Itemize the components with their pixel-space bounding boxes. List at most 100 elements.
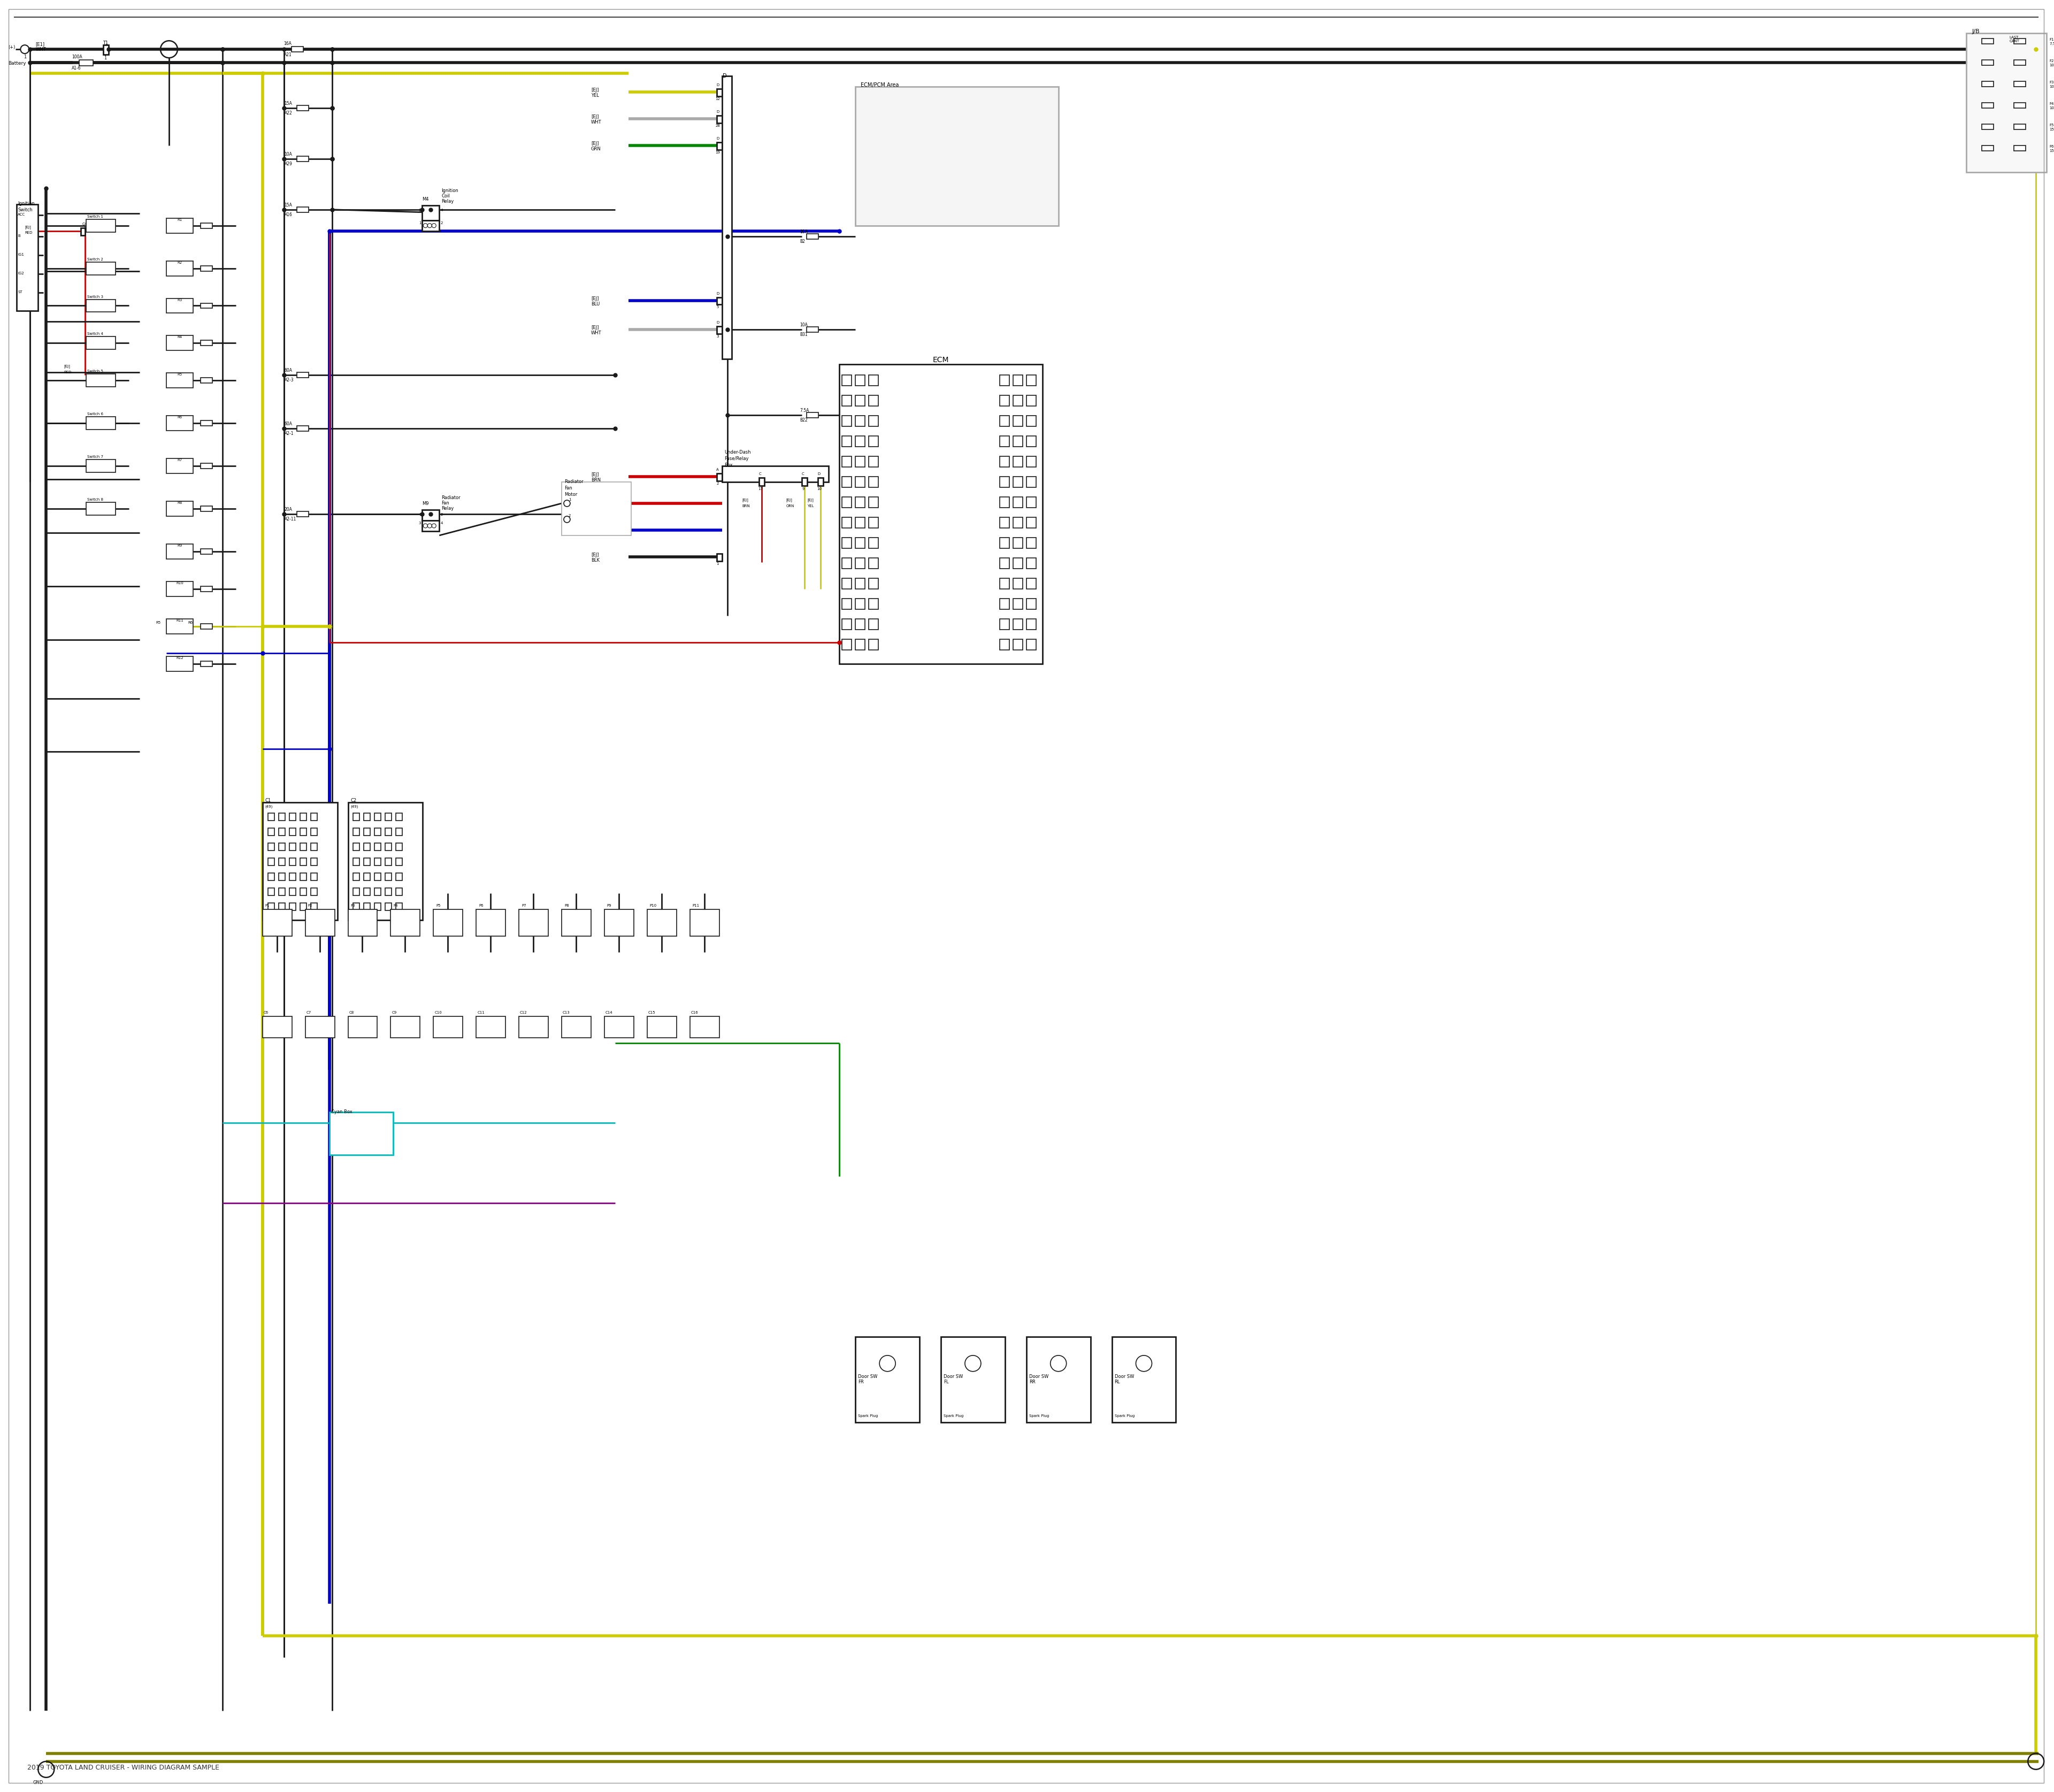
Bar xyxy=(807,412,820,418)
Bar xyxy=(201,340,212,346)
Bar xyxy=(1013,618,1023,629)
Text: RED: RED xyxy=(25,231,33,235)
Text: 4: 4 xyxy=(440,521,444,525)
Text: C: C xyxy=(760,473,762,475)
Text: YEL: YEL xyxy=(592,93,600,99)
Bar xyxy=(364,842,370,851)
Text: 1: 1 xyxy=(419,220,421,224)
Bar xyxy=(869,599,879,609)
Bar xyxy=(1027,416,1035,426)
Bar xyxy=(854,435,865,446)
Bar xyxy=(364,828,370,835)
Text: Motor: Motor xyxy=(565,493,577,496)
Bar xyxy=(1982,39,1994,45)
Bar xyxy=(386,889,392,896)
Text: 1: 1 xyxy=(419,513,421,516)
Text: R5: R5 xyxy=(156,620,160,624)
Bar xyxy=(290,903,296,910)
Text: A29: A29 xyxy=(283,161,292,167)
Bar xyxy=(1013,375,1023,385)
Bar xyxy=(721,75,731,358)
Bar xyxy=(1027,375,1035,385)
Bar xyxy=(869,640,879,650)
Bar xyxy=(386,842,392,851)
Bar xyxy=(353,814,359,821)
Bar xyxy=(1982,81,1994,86)
Bar xyxy=(290,873,296,880)
Text: P7: P7 xyxy=(522,903,526,907)
Text: C: C xyxy=(801,473,805,475)
Text: 1: 1 xyxy=(717,563,719,564)
Text: T1: T1 xyxy=(103,41,109,45)
Text: C9: C9 xyxy=(392,1011,396,1014)
Bar xyxy=(842,457,852,468)
Text: ECM/PCM Area: ECM/PCM Area xyxy=(861,82,900,88)
Text: 15A: 15A xyxy=(2050,149,2054,152)
Text: B31: B31 xyxy=(799,333,807,337)
Bar xyxy=(1013,579,1023,590)
Bar xyxy=(86,337,115,349)
Text: 19: 19 xyxy=(715,151,721,154)
Bar xyxy=(1000,496,1009,507)
Bar xyxy=(386,814,392,821)
Text: D: D xyxy=(723,73,727,79)
Bar xyxy=(396,889,403,896)
Text: 10: 10 xyxy=(817,487,822,491)
Bar xyxy=(86,299,115,312)
Bar xyxy=(1982,145,1994,151)
Bar xyxy=(166,656,193,670)
Bar xyxy=(842,518,852,529)
Bar xyxy=(353,842,359,851)
Bar xyxy=(86,375,115,387)
Bar xyxy=(1000,557,1009,568)
Bar xyxy=(869,396,879,407)
Bar xyxy=(1000,375,1009,385)
Bar xyxy=(279,828,286,835)
Bar xyxy=(520,909,548,935)
Bar xyxy=(2015,39,2025,45)
Bar xyxy=(201,548,212,554)
Bar xyxy=(290,828,296,835)
Text: 2: 2 xyxy=(717,482,719,486)
Text: P1: P1 xyxy=(265,903,269,907)
Bar xyxy=(201,586,212,591)
Text: R6: R6 xyxy=(187,620,193,624)
Bar xyxy=(290,889,296,896)
Text: Spark Plug: Spark Plug xyxy=(859,1414,877,1417)
Bar xyxy=(842,538,852,548)
Bar xyxy=(1027,477,1035,487)
Bar xyxy=(347,803,423,919)
Bar xyxy=(760,478,764,486)
Text: C12: C12 xyxy=(520,1011,528,1014)
Bar xyxy=(267,814,275,821)
Bar xyxy=(842,579,852,590)
Text: P9: P9 xyxy=(608,903,612,907)
Text: YEL: YEL xyxy=(2017,48,2023,50)
Text: D: D xyxy=(717,321,719,324)
Bar xyxy=(201,222,212,228)
Text: Cyan Box: Cyan Box xyxy=(331,1109,351,1115)
Bar xyxy=(300,858,306,866)
Bar xyxy=(290,842,296,851)
Bar xyxy=(807,328,820,333)
Bar xyxy=(364,814,370,821)
Bar xyxy=(1013,416,1023,426)
Text: YEL: YEL xyxy=(807,504,813,507)
Text: 3: 3 xyxy=(419,208,421,211)
Text: 10A: 10A xyxy=(2050,65,2054,66)
Text: Fan: Fan xyxy=(565,486,573,491)
Bar xyxy=(353,873,359,880)
Bar xyxy=(166,373,193,389)
Text: R9: R9 xyxy=(177,545,183,547)
Text: 7.5A: 7.5A xyxy=(2050,43,2054,45)
Bar xyxy=(296,373,308,378)
Bar xyxy=(390,909,421,935)
Bar xyxy=(1013,396,1023,407)
Bar xyxy=(166,545,193,559)
Bar xyxy=(396,858,403,866)
Text: Radiator: Radiator xyxy=(565,478,583,484)
Text: Ignition: Ignition xyxy=(18,201,35,206)
Bar xyxy=(279,873,286,880)
Text: 7.5A: 7.5A xyxy=(799,409,809,414)
Text: Spark Plug: Spark Plug xyxy=(943,1414,963,1417)
